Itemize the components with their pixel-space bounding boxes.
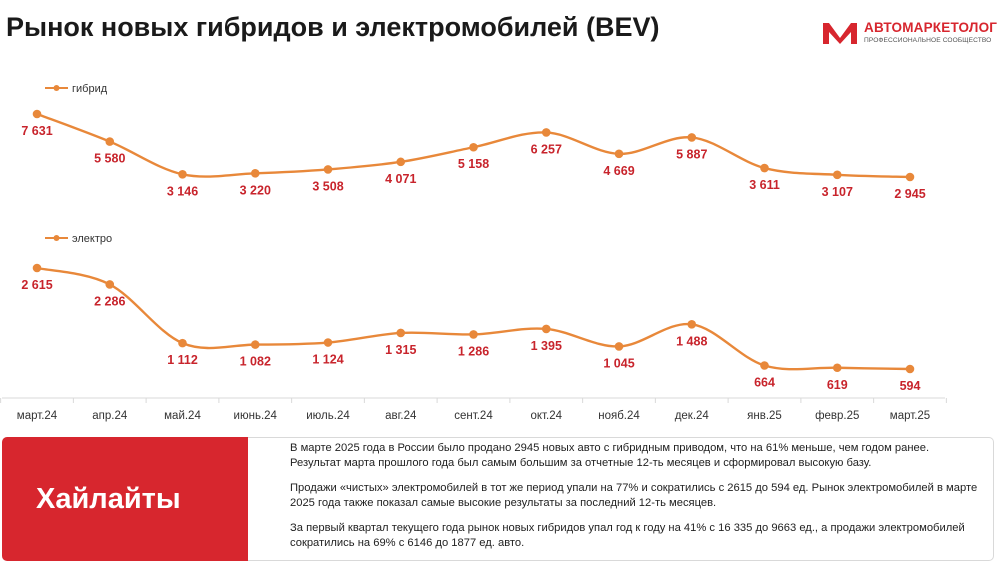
highlights-title: Хайлайты [36, 483, 181, 515]
data-point [32, 263, 42, 273]
data-label: 3 611 [749, 178, 780, 192]
data-point [396, 157, 406, 167]
data-label: 594 [900, 379, 921, 393]
page-title: Рынок новых гибридов и электромобилей (B… [6, 12, 660, 42]
data-label: 2 615 [21, 278, 52, 292]
data-label: 1 112 [167, 353, 198, 367]
data-point [323, 165, 333, 174]
data-point [687, 320, 697, 329]
x-tick-label: март.25 [890, 410, 930, 422]
legend-item-1: гибрид [45, 83, 108, 95]
data-label: 3 220 [240, 183, 271, 197]
highlights-text-panel: В марте 2025 года в России было продано … [248, 437, 994, 561]
data-point [687, 133, 697, 142]
legend-marker [53, 85, 60, 91]
data-label: 4 071 [385, 172, 416, 186]
data-label: 5 158 [458, 157, 489, 171]
data-point [469, 330, 478, 339]
data-point [760, 361, 769, 370]
x-tick-label: июль.24 [306, 410, 350, 422]
data-point [32, 109, 42, 119]
data-label: 1 488 [676, 334, 707, 348]
data-label: 7 631 [21, 124, 52, 138]
data-point [541, 128, 551, 137]
data-point [614, 342, 624, 351]
data-point [760, 163, 769, 173]
data-point [105, 280, 115, 289]
legend-marker [53, 235, 60, 241]
highlights-panel: Хайлайты [2, 437, 248, 561]
logo-mark-icon [823, 23, 857, 44]
x-tick-label: окт.24 [530, 410, 562, 422]
data-point [832, 363, 842, 373]
data-label: 2 945 [894, 187, 925, 201]
x-tick-label: авг.24 [385, 410, 417, 422]
data-point [250, 169, 260, 178]
data-point [323, 338, 333, 347]
x-tick-label: янв.25 [747, 410, 782, 422]
data-point [178, 338, 187, 348]
legend-label: электро [72, 233, 112, 245]
data-label: 3 146 [167, 184, 198, 198]
chart-series: гибрид 7 631 5 580 3 146 3 220 3 508 4 071 5 15… [21, 83, 925, 393]
data-label: 1 286 [458, 344, 489, 358]
highlight-paragraph-3: За первый квартал текущего года рынок но… [290, 521, 965, 550]
logo: АВТОМАРКЕТОЛОГ ПРОФЕССИОНАЛЬНОЕ СООБЩЕСТ… [822, 18, 1000, 48]
data-label: 3 508 [312, 179, 343, 193]
series-1: гибрид 7 631 5 580 3 146 3 220 3 508 4 071 5 15… [21, 83, 925, 201]
data-label: 619 [827, 378, 848, 392]
data-label: 2 286 [94, 294, 125, 308]
data-label: 1 395 [531, 339, 562, 353]
x-tick-label: июнь.24 [234, 410, 278, 422]
data-label: 3 107 [822, 185, 853, 199]
data-label: 1 045 [603, 356, 634, 370]
x-tick-label: февр.25 [815, 410, 859, 422]
x-tick-label: май.24 [164, 410, 201, 422]
x-axis: март.24 апр.24 май.24 июнь.24 июль.24 авг.24 с… [0, 397, 947, 422]
data-point [541, 324, 551, 334]
data-point [469, 142, 478, 152]
x-tick-label: дек.24 [675, 410, 710, 422]
data-point [832, 170, 842, 180]
data-label: 664 [754, 376, 775, 390]
x-tick-label: сент.24 [454, 410, 493, 422]
data-label: 1 315 [385, 343, 416, 357]
data-label: 6 257 [531, 142, 562, 156]
data-label: 1 082 [240, 355, 271, 369]
data-label: 4 669 [603, 164, 634, 178]
x-tick-label: март.24 [17, 410, 58, 422]
data-label: 1 124 [312, 353, 343, 367]
highlights-text: В марте 2025 года в России было продано … [290, 441, 982, 561]
series-2: электро 2 615 2 286 1 112 1 082 1 124 1 315 1 2… [21, 233, 920, 393]
sales-line-chart: март.24 апр.24 май.24 июнь.24 июль.24 авг.24 с… [0, 83, 947, 422]
highlight-paragraph-1: В марте 2025 года в России было продано … [290, 442, 930, 470]
data-point [905, 364, 915, 374]
data-point [614, 149, 624, 159]
logo-subtitle: ПРОФЕССИОНАЛЬНОЕ СООБЩЕСТВО [864, 37, 992, 44]
data-point [105, 137, 115, 146]
data-point [905, 172, 915, 182]
data-point [250, 340, 260, 349]
x-tick-label: нояб.24 [598, 410, 640, 422]
logo-name: АВТОМАРКЕТОЛОГ [864, 20, 998, 35]
legend-label: гибрид [72, 83, 108, 95]
data-point [178, 169, 187, 179]
data-label: 5 887 [676, 147, 707, 161]
legend-item-2: электро [45, 233, 112, 245]
x-tick-label: апр.24 [92, 410, 128, 422]
highlight-paragraph-2: Продажи «чистых» электромобилей в тот же… [290, 481, 978, 510]
data-point [396, 328, 406, 338]
data-label: 5 580 [94, 152, 125, 166]
